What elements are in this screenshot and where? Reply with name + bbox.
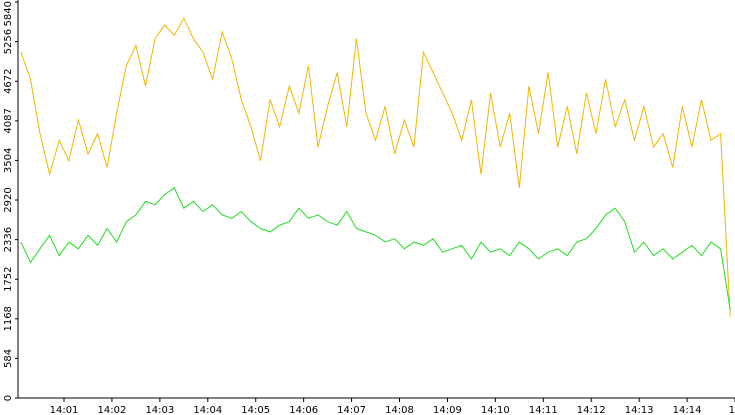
y-tick-label: 584 (3, 349, 14, 368)
y-tick-label: 2336 (3, 227, 14, 252)
y-tick-label: 1752 (3, 266, 14, 291)
y-tick-label: 5840 (3, 1, 14, 26)
x-tick-label: 14:07 (337, 405, 366, 415)
x-tick-label: 14:02 (98, 405, 127, 415)
x-tick-label: 14:09 (433, 405, 462, 415)
series-line (20, 187, 731, 310)
y-tick-label: 4672 (3, 69, 14, 94)
y-tick-label: 1168 (3, 306, 14, 331)
x-tick-label: 14:06 (289, 405, 318, 415)
x-tick-label: 14:01 (50, 405, 79, 415)
y-tick-label: 4087 (3, 108, 14, 133)
x-tick-label: 14:14 (673, 405, 702, 415)
x-tick-label: 14:11 (529, 405, 558, 415)
x-tick-label: 14:05 (241, 405, 270, 415)
x-tick-label: 14:03 (145, 405, 174, 415)
y-tick-label: 5256 (3, 29, 14, 54)
x-tick-label: 14 (729, 405, 735, 415)
x-tick-label: 14:10 (481, 405, 510, 415)
x-tick-label: 14:12 (577, 405, 606, 415)
x-tick-label: 14:04 (193, 405, 222, 415)
y-tick-label: 3504 (3, 148, 14, 173)
y-tick-label: 0 (3, 395, 14, 401)
series-line (20, 17, 731, 317)
x-tick-label: 14:13 (625, 405, 654, 415)
x-tick-label: 14:08 (385, 405, 414, 415)
y-tick-label: 2920 (3, 187, 14, 212)
